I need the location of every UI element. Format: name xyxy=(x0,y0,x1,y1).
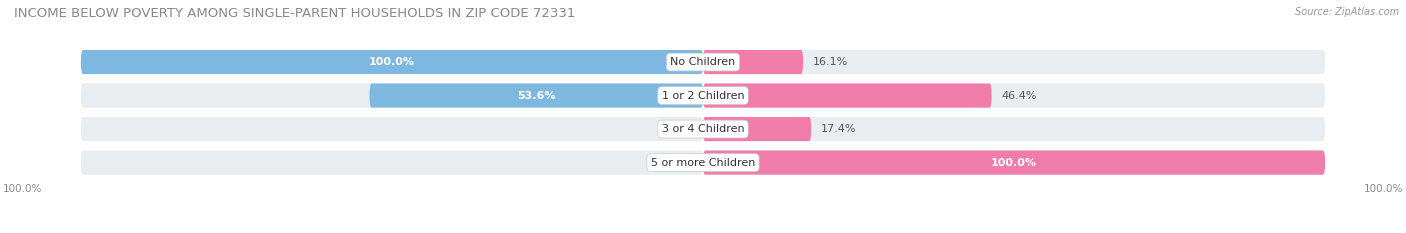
FancyBboxPatch shape xyxy=(703,151,1324,175)
FancyBboxPatch shape xyxy=(82,83,703,108)
FancyBboxPatch shape xyxy=(703,83,991,108)
Text: 100.0%: 100.0% xyxy=(3,184,42,194)
FancyBboxPatch shape xyxy=(82,117,703,141)
FancyBboxPatch shape xyxy=(82,151,703,175)
Text: 100.0%: 100.0% xyxy=(1364,184,1403,194)
Text: 17.4%: 17.4% xyxy=(821,124,856,134)
Text: 53.6%: 53.6% xyxy=(517,91,555,101)
Text: 100.0%: 100.0% xyxy=(368,57,415,67)
FancyBboxPatch shape xyxy=(703,50,803,74)
FancyBboxPatch shape xyxy=(703,117,811,141)
Text: INCOME BELOW POVERTY AMONG SINGLE-PARENT HOUSEHOLDS IN ZIP CODE 72331: INCOME BELOW POVERTY AMONG SINGLE-PARENT… xyxy=(14,7,575,20)
Text: 3 or 4 Children: 3 or 4 Children xyxy=(662,124,744,134)
Text: Source: ZipAtlas.com: Source: ZipAtlas.com xyxy=(1295,7,1399,17)
Text: 0.0%: 0.0% xyxy=(665,124,693,134)
Text: 100.0%: 100.0% xyxy=(991,158,1038,168)
FancyBboxPatch shape xyxy=(82,50,703,74)
FancyBboxPatch shape xyxy=(703,151,1324,175)
FancyBboxPatch shape xyxy=(703,117,1324,141)
Text: No Children: No Children xyxy=(671,57,735,67)
FancyBboxPatch shape xyxy=(703,83,1324,108)
FancyBboxPatch shape xyxy=(370,83,703,108)
Text: 0.0%: 0.0% xyxy=(665,158,693,168)
FancyBboxPatch shape xyxy=(82,50,703,74)
Text: 16.1%: 16.1% xyxy=(813,57,848,67)
Text: 5 or more Children: 5 or more Children xyxy=(651,158,755,168)
Text: 46.4%: 46.4% xyxy=(1001,91,1036,101)
Text: 1 or 2 Children: 1 or 2 Children xyxy=(662,91,744,101)
FancyBboxPatch shape xyxy=(703,50,1324,74)
